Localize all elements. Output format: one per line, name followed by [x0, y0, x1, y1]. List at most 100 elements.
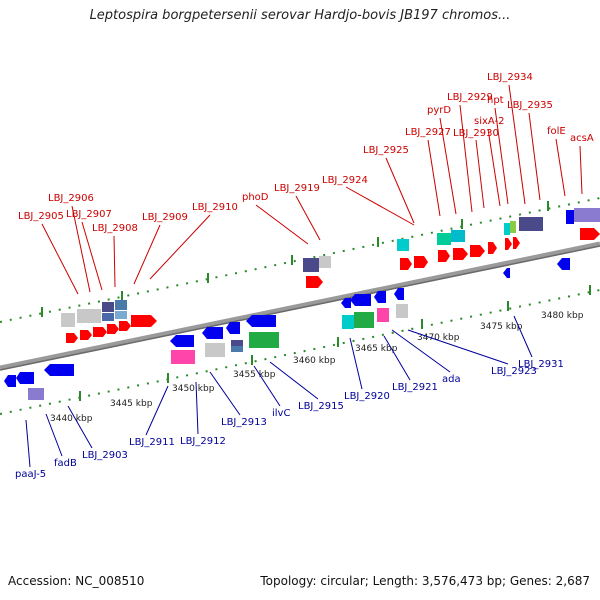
gene-box [102, 302, 114, 312]
gene-arrow [226, 322, 240, 334]
kbp-label: 3445 kbp [110, 399, 153, 409]
gene-arrow [246, 315, 276, 327]
gene-label: folE [547, 126, 566, 137]
gene-box [451, 230, 465, 242]
gene-label: LBJ_2924 [322, 175, 368, 186]
gene-label: LBJ_2908 [92, 223, 138, 234]
leader-line [579, 145, 583, 195]
gene-label: LBJ_2935 [507, 100, 553, 111]
gene-box [77, 309, 101, 323]
gene-label: LBJ_2930 [453, 128, 499, 139]
gene-label: LBJ_2905 [18, 211, 64, 222]
accession-label: Accession: NC_008510 [8, 574, 145, 588]
kbp-label: 3460 kbp [293, 356, 336, 366]
gene-arrow [503, 268, 510, 278]
gene-label: LBJ_2907 [66, 209, 112, 220]
gene-arrow [170, 335, 194, 347]
gene-arrow [394, 288, 404, 300]
leader-line [45, 413, 63, 457]
gene-label: acsA [570, 133, 594, 144]
leader-line [475, 139, 485, 209]
gene-box [397, 239, 409, 251]
gene-label: LBJ_2927 [405, 127, 451, 138]
leader-line [195, 381, 199, 435]
kbp-label: 3455 kbp [233, 370, 276, 380]
gene-arrow [119, 321, 131, 331]
gene-label: LBJ_2931 [518, 359, 564, 370]
gene-box [510, 221, 516, 233]
kbp-label: 3450 kbp [172, 384, 215, 394]
gene-arrow [470, 245, 485, 257]
gene-box [574, 208, 600, 222]
leader-line [349, 337, 363, 390]
gene-arrow [488, 242, 497, 254]
forward-tick-rail [0, 197, 600, 323]
leader-line [494, 107, 509, 205]
kbp-label: 3440 kbp [50, 414, 93, 424]
gene-label: LBJ_2934 [487, 72, 533, 83]
gene-box [102, 313, 114, 321]
leader-line [407, 329, 509, 365]
gene-arrow [93, 327, 107, 337]
leader-line [459, 104, 473, 213]
gene-arrow [202, 327, 223, 339]
gene-box [342, 315, 354, 329]
leader-line [113, 235, 116, 288]
label-leaders [25, 84, 583, 468]
reverse-gene-glyphs [4, 258, 570, 400]
leader-line [385, 157, 415, 224]
gene-arrow [44, 364, 74, 376]
map-title: Leptospira borgpetersenii serovar Hardjo… [89, 8, 511, 23]
gene-label: hpt [487, 95, 504, 106]
gene-arrow [513, 237, 520, 249]
leader-line [71, 205, 91, 293]
gene-label: pyrD [427, 105, 451, 116]
leader-line [253, 365, 281, 407]
gene-box [231, 340, 243, 346]
leader-line [145, 385, 169, 436]
gene-arrow [580, 228, 600, 240]
chromosome-backbone [0, 241, 600, 371]
reverse-tick-rail [0, 289, 600, 415]
leader-line [439, 117, 457, 215]
gene-label: LBJ_2925 [363, 145, 409, 156]
gene-arrow [131, 315, 157, 327]
gene-arrow [453, 248, 468, 260]
kbp-label: 3470 kbp [417, 333, 460, 343]
gene-box [319, 256, 331, 268]
leader-line [149, 214, 211, 280]
leader-line [255, 204, 309, 245]
gene-label: LBJ_2920 [344, 391, 390, 402]
gene-box [519, 217, 543, 231]
leader-line [427, 139, 441, 217]
kbp-label: 3480 kbp [541, 311, 584, 321]
gene-arrow [341, 298, 351, 308]
gene-label: phoD [242, 192, 269, 203]
leader-line [209, 371, 241, 416]
leader-line [133, 224, 161, 285]
leader-line [487, 128, 501, 207]
gene-arrow [80, 330, 92, 340]
gene-arrow [400, 258, 412, 270]
gene-label: LBJ_2910 [192, 202, 238, 213]
gene-label: LBJ_2903 [82, 450, 128, 461]
gene-box [354, 312, 374, 328]
gene-label: LBJ_2906 [48, 193, 94, 204]
gene-label: paaJ-5 [15, 469, 46, 480]
gene-arrow [374, 291, 386, 303]
gene-label: ada [442, 374, 461, 385]
gene-box [231, 346, 243, 352]
gene-label: LBJ_2909 [142, 212, 188, 223]
gene-label: fadB [54, 458, 77, 469]
gene-box [504, 223, 510, 235]
gene-label: ilvC [272, 408, 290, 419]
gene-box [396, 304, 408, 318]
leader-line [25, 419, 31, 468]
chromosome-backbone-shade [0, 245, 600, 371]
gene-label: LBJ_2921 [392, 382, 438, 393]
leader-line [41, 223, 79, 295]
leader-line [528, 112, 541, 201]
gene-box [205, 343, 225, 357]
gene-labels: LBJ_2905 LBJ_2906 LBJ_2907 LBJ_2908 LBJ_2909… [15, 72, 594, 480]
